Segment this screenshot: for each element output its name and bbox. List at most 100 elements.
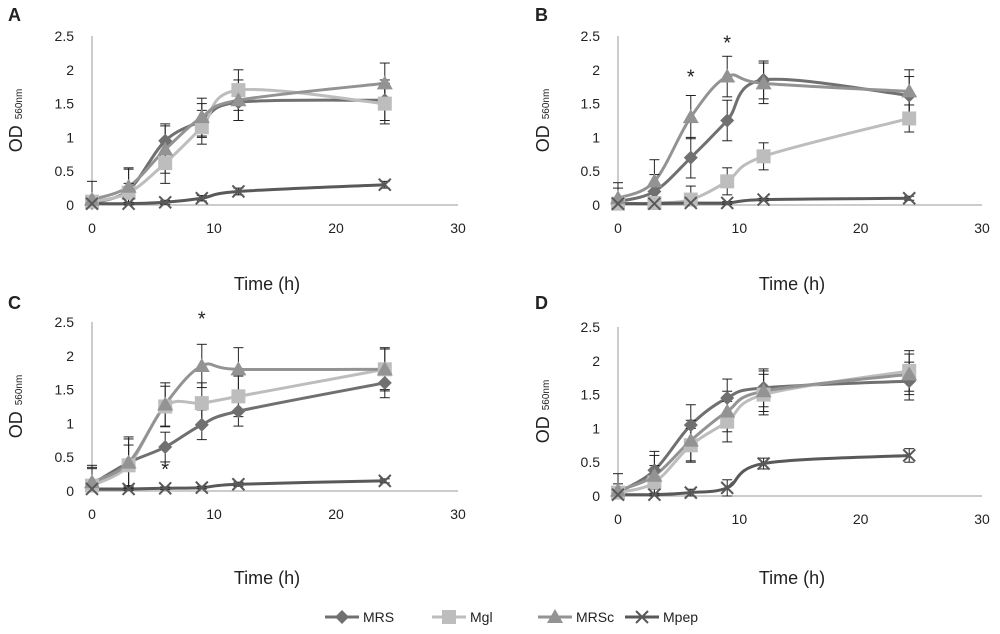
data-point-mrs — [683, 150, 698, 165]
legend-entry-mrsc: MRSc — [538, 609, 614, 625]
y-axis-title-main: OD — [533, 416, 553, 443]
x-tick-label: 30 — [450, 220, 466, 236]
data-point-mrsc — [157, 141, 174, 156]
y-tick-label: 0.5 — [581, 163, 601, 179]
y-tick-label: 2 — [66, 348, 74, 364]
y-tick-label: 2.5 — [55, 314, 75, 330]
y-tick-label: 0 — [592, 197, 600, 213]
data-point-mrsc — [120, 454, 137, 469]
data-point-mgl — [902, 111, 917, 126]
x-axis-title: Time (h) — [759, 568, 825, 588]
data-point-mrs — [231, 404, 246, 419]
x-tick-label: 10 — [206, 506, 222, 522]
data-point-mpep — [720, 481, 734, 495]
data-point-mrsc — [901, 83, 918, 98]
data-point-mpep — [756, 456, 771, 471]
data-point-mrsc — [755, 383, 772, 398]
x-tick-label: 10 — [732, 511, 748, 527]
legend-entry-mrs: MRS — [325, 609, 394, 625]
panel-label: D — [535, 293, 548, 313]
y-tick-label: 1 — [66, 415, 74, 431]
significance-marker: * — [723, 33, 731, 55]
data-point-mpep — [611, 196, 625, 211]
data-point-mrs — [683, 418, 698, 433]
data-point-mpep — [121, 482, 136, 496]
data-point-mpep — [902, 191, 916, 205]
x-tick-label: 20 — [853, 220, 869, 236]
x-tick-label: 20 — [328, 220, 344, 236]
data-point-mrs — [647, 184, 662, 199]
y-tick-label: 0 — [66, 483, 74, 499]
x-tick-label: 30 — [974, 220, 990, 236]
data-point-mrsc — [682, 432, 699, 447]
data-point-mrsc — [230, 92, 247, 107]
y-tick-label: 1.5 — [55, 382, 75, 398]
data-point-mpep — [121, 196, 136, 211]
data-point-mrs — [720, 390, 735, 405]
x-tick-label: 0 — [614, 220, 622, 236]
legend-entry-mgl: Mgl — [432, 609, 493, 625]
y-tick-label: 1 — [592, 129, 600, 145]
data-point-mpep — [611, 487, 625, 502]
y-tick-label: 1.5 — [55, 96, 75, 112]
data-point-mpep — [158, 195, 172, 210]
x-tick-label: 20 — [328, 506, 344, 522]
data-point-mrsc — [84, 191, 100, 206]
data-point-mrs — [377, 375, 392, 390]
data-point-mrsc — [193, 357, 210, 372]
data-point-mrsc — [376, 361, 393, 376]
data-point-mgl — [756, 149, 771, 164]
x-tick-label: 20 — [853, 511, 869, 527]
y-tick-label: 2.5 — [55, 28, 75, 44]
y-tick-label: 0.5 — [581, 454, 601, 470]
y-tick-label: 0 — [592, 488, 600, 504]
legend: MRS Mgl MRSc Mpep — [325, 609, 698, 625]
data-point-mpep — [195, 480, 209, 495]
data-point-mpep — [378, 178, 392, 192]
x-tick-label: 0 — [88, 506, 96, 522]
data-point-mrsc — [901, 366, 918, 381]
panel-d: D 0 0.5 1 1.5 2 2.5 0 10 20 30 OD 560nm Time (h) — [533, 293, 990, 588]
legend-marker — [335, 610, 349, 624]
y-axis-title-subscript: 560nm — [14, 89, 25, 120]
x-tick-label: 10 — [732, 220, 748, 236]
data-point-mrsc — [230, 361, 247, 376]
data-point-mrsc — [610, 482, 626, 497]
data-point-mpep — [195, 191, 209, 205]
y-tick-label: 2 — [592, 353, 600, 369]
data-point-mpep — [85, 482, 99, 496]
significance-marker: * — [198, 308, 206, 330]
x-tick-label: 10 — [206, 220, 222, 236]
data-point-mgl — [158, 156, 173, 171]
data-point-mpep — [720, 196, 734, 210]
y-axis-title-subscript: 560nm — [14, 375, 25, 406]
data-point-mpep — [647, 196, 662, 211]
data-point-mpep — [378, 474, 392, 488]
legend-marker — [547, 609, 563, 623]
x-tick-label: 30 — [450, 506, 466, 522]
y-tick-label: 2.5 — [581, 28, 601, 44]
y-tick-label: 0.5 — [55, 163, 75, 179]
y-axis-title-main: OD — [6, 125, 26, 152]
panel-label: C — [8, 293, 21, 313]
y-axis-title-main: OD — [533, 125, 553, 152]
legend-entry-mpep: Mpep — [625, 609, 698, 625]
data-point-mrsc — [376, 75, 393, 90]
legend-label: Mpep — [663, 609, 698, 625]
data-point-mgl — [231, 83, 246, 98]
y-tick-label: 2.5 — [581, 319, 601, 335]
data-point-mrs — [158, 440, 173, 455]
y-tick-label: 1.5 — [581, 96, 601, 112]
panel-b: B 0 0.5 1 1.5 2 2.5 0 10 20 30 OD 560nm Time (h) * * — [533, 5, 990, 294]
data-point-mpep — [158, 481, 172, 496]
data-point-mrsc — [157, 396, 174, 411]
legend-label: MRSc — [576, 609, 614, 625]
y-tick-label: 1 — [66, 129, 74, 145]
y-tick-label: 2 — [592, 62, 600, 78]
y-tick-label: 1.5 — [581, 387, 601, 403]
data-point-mpep — [756, 192, 771, 207]
data-point-mgl — [194, 396, 209, 411]
data-point-mpep — [684, 485, 698, 500]
y-axis-title: OD 560nm — [533, 380, 553, 444]
y-tick-label: 1 — [592, 420, 600, 436]
